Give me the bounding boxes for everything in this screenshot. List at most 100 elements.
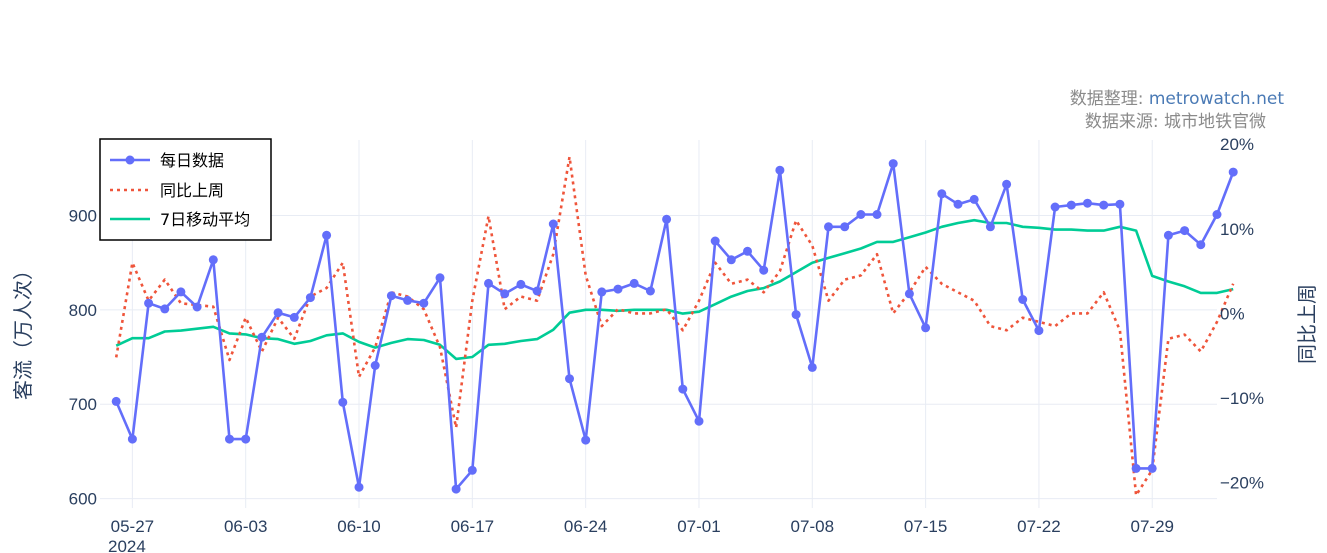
- daily-point-58[interactable]: [1050, 202, 1060, 212]
- daily-point-27[interactable]: [548, 219, 558, 229]
- daily-point-28[interactable]: [565, 374, 574, 384]
- y-left-axis-title: 客流（万人次）: [11, 260, 35, 400]
- daily-point-64[interactable]: [1147, 463, 1157, 473]
- daily-point-19[interactable]: [419, 298, 429, 308]
- y-right-tick-20: 20%: [1220, 135, 1254, 154]
- daily-point-2[interactable]: [144, 298, 154, 308]
- daily-point-8[interactable]: [241, 434, 251, 444]
- daily-point-21[interactable]: [451, 484, 461, 494]
- y-left-tick-600: 600: [69, 490, 97, 509]
- daily-point-61[interactable]: [1099, 200, 1109, 210]
- daily-point-29[interactable]: [581, 435, 591, 445]
- daily-point-43[interactable]: [807, 362, 817, 372]
- daily-point-12[interactable]: [305, 293, 315, 303]
- daily-point-34[interactable]: [662, 214, 672, 224]
- daily-point-7[interactable]: [225, 434, 234, 444]
- daily-point-41[interactable]: [775, 165, 785, 175]
- legend-box: [99, 138, 272, 241]
- daily-point-1[interactable]: [127, 434, 137, 444]
- daily-point-38[interactable]: [726, 255, 736, 265]
- daily-point-67[interactable]: [1196, 240, 1206, 250]
- daily-point-68[interactable]: [1212, 210, 1222, 219]
- daily-point-63[interactable]: [1131, 463, 1141, 473]
- daily-point-30[interactable]: [597, 287, 607, 297]
- daily-point-37[interactable]: [710, 236, 720, 246]
- daily-point-17[interactable]: [386, 291, 396, 301]
- daily-point-50[interactable]: [921, 323, 931, 333]
- source-credit: 数据整理: metrowatch.net: [1070, 89, 1285, 109]
- daily-point-15[interactable]: [354, 482, 364, 492]
- daily-point-18[interactable]: [403, 295, 413, 305]
- x-tick-07-01: 07-01: [677, 517, 720, 536]
- x-tick-06-17: 06-17: [451, 517, 494, 536]
- daily-point-59[interactable]: [1066, 200, 1076, 210]
- daily-point-39[interactable]: [743, 246, 752, 256]
- x-tick-07-22: 07-22: [1017, 517, 1060, 536]
- daily-point-40[interactable]: [759, 265, 769, 275]
- daily-point-0[interactable]: [111, 396, 121, 406]
- daily-point-55[interactable]: [1002, 179, 1012, 189]
- daily-point-69[interactable]: [1228, 167, 1238, 177]
- daily-point-45[interactable]: [840, 222, 850, 232]
- daily-point-66[interactable]: [1180, 226, 1190, 236]
- legend-label-daily: 每日数据: [160, 151, 224, 170]
- legend-item-wow[interactable]: 同比上周: [110, 181, 224, 200]
- daily-point-14[interactable]: [338, 397, 348, 407]
- y-right-tick-10: 10%: [1220, 220, 1254, 239]
- daily-point-57[interactable]: [1034, 326, 1044, 336]
- x-tick-05-27: 05-27: [111, 517, 154, 536]
- daily-point-32[interactable]: [629, 278, 639, 288]
- daily-point-47[interactable]: [872, 210, 882, 219]
- y-right-tick--20: −20%: [1220, 474, 1264, 493]
- y-right-tick-0: 0%: [1220, 304, 1245, 323]
- daily-point-5[interactable]: [192, 302, 202, 312]
- series-layer: [111, 155, 1238, 497]
- y-right-tick-labels: −20% −10% 0% 10% 20%: [1220, 135, 1264, 492]
- daily-point-4[interactable]: [176, 287, 186, 297]
- daily-point-65[interactable]: [1163, 230, 1173, 240]
- y-right-tick--10: −10%: [1220, 389, 1264, 408]
- daily-point-25[interactable]: [516, 279, 526, 289]
- daily-point-62[interactable]: [1115, 199, 1125, 209]
- daily-point-11[interactable]: [289, 312, 299, 322]
- daily-point-22[interactable]: [467, 465, 477, 475]
- series-line-0: [115, 162, 1235, 491]
- daily-point-23[interactable]: [484, 278, 493, 288]
- daily-point-13[interactable]: [322, 230, 332, 240]
- daily-point-3[interactable]: [160, 304, 170, 314]
- daily-point-46[interactable]: [856, 210, 866, 219]
- daily-point-33[interactable]: [645, 286, 655, 296]
- daily-point-48[interactable]: [888, 159, 898, 169]
- x-tick-06-03: 06-03: [224, 517, 267, 536]
- daily-point-42[interactable]: [791, 310, 801, 320]
- daily-point-16[interactable]: [370, 361, 380, 370]
- daily-point-60[interactable]: [1083, 198, 1092, 208]
- series-line-2: [115, 218, 1234, 361]
- daily-point-9[interactable]: [257, 332, 267, 342]
- daily-point-49[interactable]: [904, 289, 914, 299]
- legend-marker-daily: [125, 155, 135, 165]
- daily-point-24[interactable]: [500, 289, 510, 299]
- daily-point-44[interactable]: [824, 222, 833, 232]
- y-left-tick-900: 900: [69, 206, 97, 225]
- x-tick-07-08: 07-08: [791, 517, 834, 536]
- daily-point-35[interactable]: [678, 384, 688, 394]
- daily-point-6[interactable]: [208, 255, 218, 265]
- daily-point-26[interactable]: [532, 286, 542, 296]
- daily-point-31[interactable]: [613, 284, 623, 294]
- legend-item-daily[interactable]: 每日数据: [110, 151, 224, 170]
- daily-point-54[interactable]: [985, 222, 995, 232]
- daily-point-36[interactable]: [694, 416, 704, 426]
- source-credit-link[interactable]: metrowatch.net: [1149, 89, 1284, 109]
- x-tick-07-29: 07-29: [1131, 517, 1174, 536]
- daily-point-51[interactable]: [937, 189, 947, 199]
- daily-point-56[interactable]: [1018, 295, 1028, 304]
- daily-point-53[interactable]: [969, 194, 979, 204]
- series-line-1: [114, 155, 1235, 497]
- legend-item-ma7[interactable]: 7日移动平均: [110, 210, 250, 229]
- x-tick-labels: 05-27 06-03 06-10 06-17 06-24 07-01 07-08 07-15…: [111, 517, 1174, 536]
- daily-point-10[interactable]: [273, 308, 283, 318]
- daily-point-52[interactable]: [953, 199, 963, 209]
- daily-point-20[interactable]: [435, 273, 445, 283]
